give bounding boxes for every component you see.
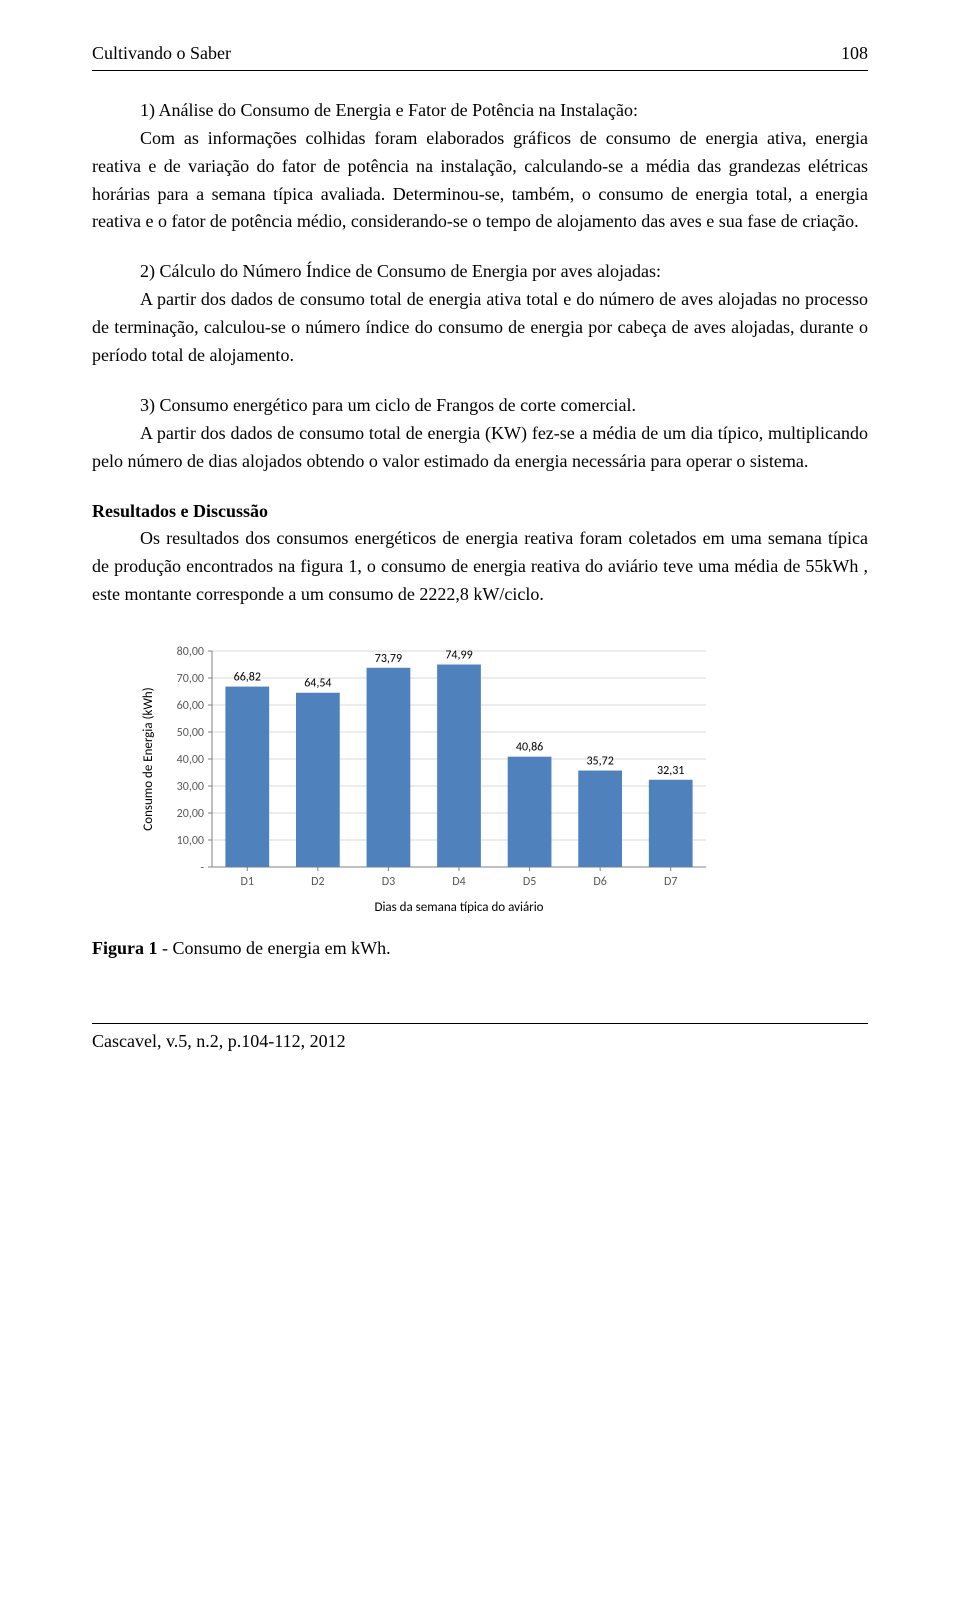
svg-text:50,00: 50,00 bbox=[177, 726, 204, 740]
svg-text:-: - bbox=[200, 861, 204, 875]
svg-text:D1: D1 bbox=[241, 875, 254, 889]
svg-text:74,99: 74,99 bbox=[445, 649, 472, 663]
figure1-caption-rest: - Consumo de energia em kWh. bbox=[158, 938, 391, 958]
page-footer: Cascavel, v.5, n.2, p.104-112, 2012 bbox=[92, 1023, 868, 1056]
page-number: 108 bbox=[841, 40, 868, 68]
svg-text:64,54: 64,54 bbox=[304, 677, 331, 691]
svg-text:80,00: 80,00 bbox=[177, 645, 204, 659]
page-header: Cultivando o Saber 108 bbox=[92, 40, 868, 71]
section2-lead: 2) Cálculo do Número Índice de Consumo d… bbox=[92, 258, 868, 286]
svg-text:Dias da semana típica do aviár: Dias da semana típica do aviário bbox=[374, 900, 543, 915]
svg-text:10,00: 10,00 bbox=[177, 834, 204, 848]
section3-para1: A partir dos dados de consumo total de e… bbox=[92, 420, 868, 476]
results-para1: Os resultados dos consumos energéticos d… bbox=[92, 525, 868, 609]
svg-text:73,79: 73,79 bbox=[375, 652, 402, 666]
article-body: 1) Análise do Consumo de Energia e Fator… bbox=[92, 97, 868, 609]
figure1-caption-prefix: Figura 1 bbox=[92, 938, 158, 958]
svg-text:D6: D6 bbox=[593, 875, 606, 889]
svg-text:D4: D4 bbox=[452, 875, 465, 889]
svg-text:32,31: 32,31 bbox=[657, 764, 684, 778]
svg-text:D2: D2 bbox=[311, 875, 324, 889]
figure1-chart: - 10,00 20,00 30,00 40,00 50,00 60,00 70,00 80,0… bbox=[130, 633, 720, 933]
svg-text:D5: D5 bbox=[523, 875, 536, 889]
section1-lead: 1) Análise do Consumo de Energia e Fator… bbox=[92, 97, 868, 125]
footer-citation: Cascavel, v.5, n.2, p.104-112, 2012 bbox=[92, 1031, 346, 1051]
svg-text:60,00: 60,00 bbox=[177, 699, 204, 713]
svg-text:30,00: 30,00 bbox=[177, 780, 204, 794]
section3-lead: 3) Consumo energético para um ciclo de F… bbox=[92, 392, 868, 420]
svg-text:40,00: 40,00 bbox=[177, 753, 204, 767]
svg-text:D7: D7 bbox=[664, 875, 677, 889]
svg-text:40,86: 40,86 bbox=[516, 741, 543, 755]
results-heading: Resultados e Discussão bbox=[92, 498, 868, 526]
journal-name: Cultivando o Saber bbox=[92, 40, 231, 68]
figure1-caption: Figura 1 - Consumo de energia em kWh. bbox=[92, 935, 868, 963]
bar-chart-svg: - 10,00 20,00 30,00 40,00 50,00 60,00 70,00 80,0… bbox=[130, 633, 720, 933]
section1-para1: Com as informações colhidas foram elabor… bbox=[92, 125, 868, 237]
svg-text:20,00: 20,00 bbox=[177, 807, 204, 821]
section2-para1: A partir dos dados de consumo total de e… bbox=[92, 286, 868, 370]
svg-text:Consumo de Energia (kWh): Consumo de Energia (kWh) bbox=[141, 687, 156, 830]
svg-text:D3: D3 bbox=[382, 875, 395, 889]
svg-text:35,72: 35,72 bbox=[586, 755, 613, 769]
svg-text:66,82: 66,82 bbox=[234, 671, 261, 685]
svg-text:70,00: 70,00 bbox=[177, 672, 204, 686]
